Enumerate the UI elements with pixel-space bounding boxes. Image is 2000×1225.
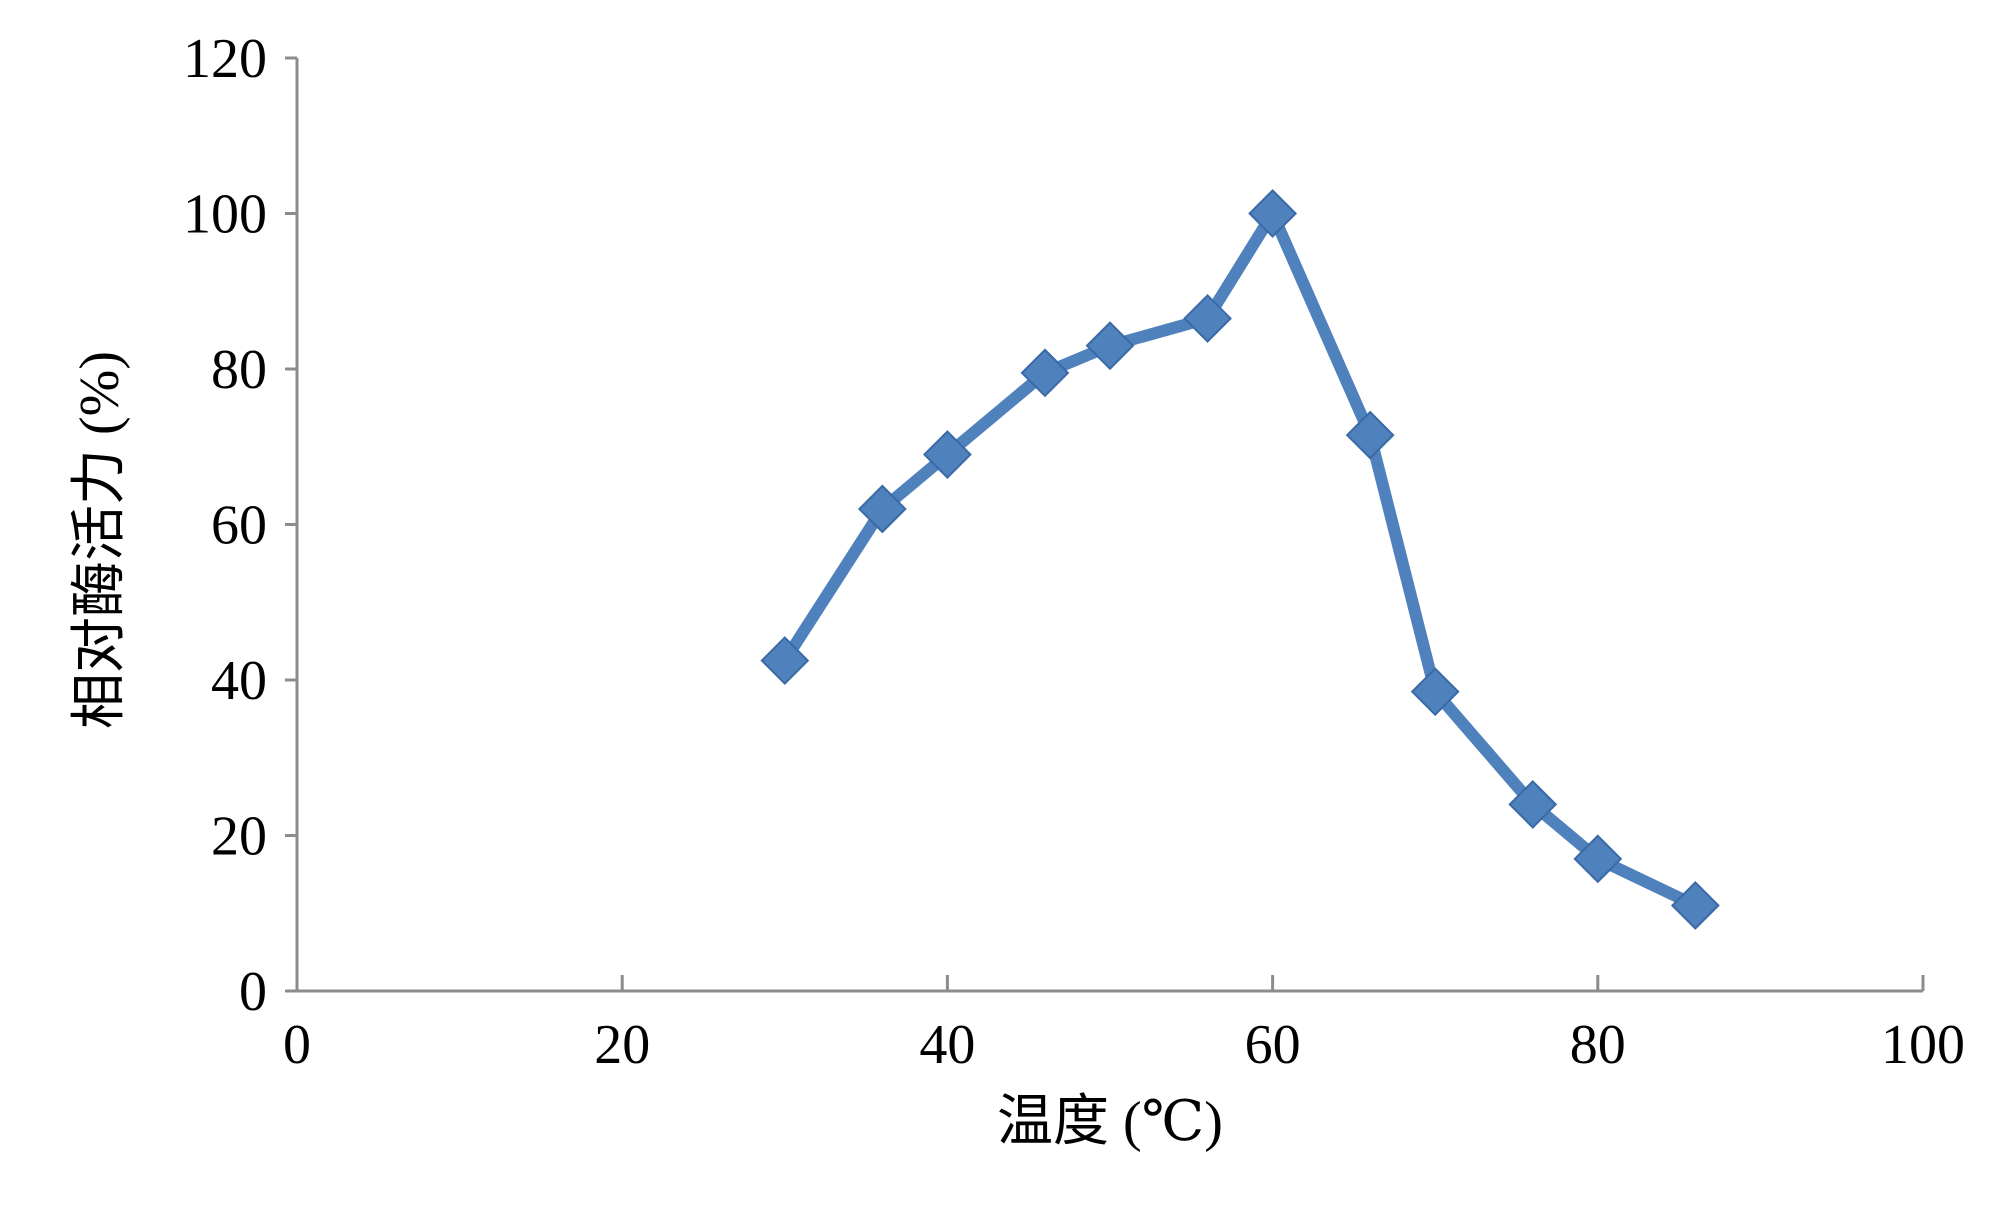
x-tick-label: 100 (1881, 1014, 1965, 1076)
data-marker (760, 636, 810, 685)
y-tick-label: 40 (211, 650, 267, 712)
data-marker (1410, 667, 1460, 717)
data-marker (1345, 410, 1395, 460)
y-tick-label: 100 (183, 184, 267, 246)
data-marker (1508, 779, 1558, 829)
x-axis-label: 温度 (℃) (997, 1091, 1223, 1153)
x-tick-label: 0 (283, 1014, 311, 1076)
data-marker (1183, 294, 1232, 343)
data-marker (1020, 348, 1070, 398)
x-tick-label: 40 (919, 1014, 975, 1076)
y-tick-label: 0 (239, 961, 267, 1023)
data-marker (922, 430, 972, 479)
x-tick-label: 60 (1245, 1014, 1301, 1076)
data-marker (1573, 834, 1623, 884)
y-axis-label: 相对酶活力 (%) (69, 351, 131, 729)
data-line (779, 207, 1698, 911)
data-marker (857, 484, 907, 534)
x-tick-label: 80 (1570, 1014, 1626, 1076)
data-marker (1248, 189, 1298, 238)
x-tick-label: 20 (594, 1014, 650, 1076)
y-tick-label: 20 (211, 806, 267, 868)
data-marker (1085, 321, 1135, 371)
y-tick-label: 60 (211, 495, 267, 557)
data-marker (1670, 881, 1720, 930)
y-tick-label: 120 (183, 28, 267, 90)
y-tick-label: 80 (211, 339, 267, 401)
